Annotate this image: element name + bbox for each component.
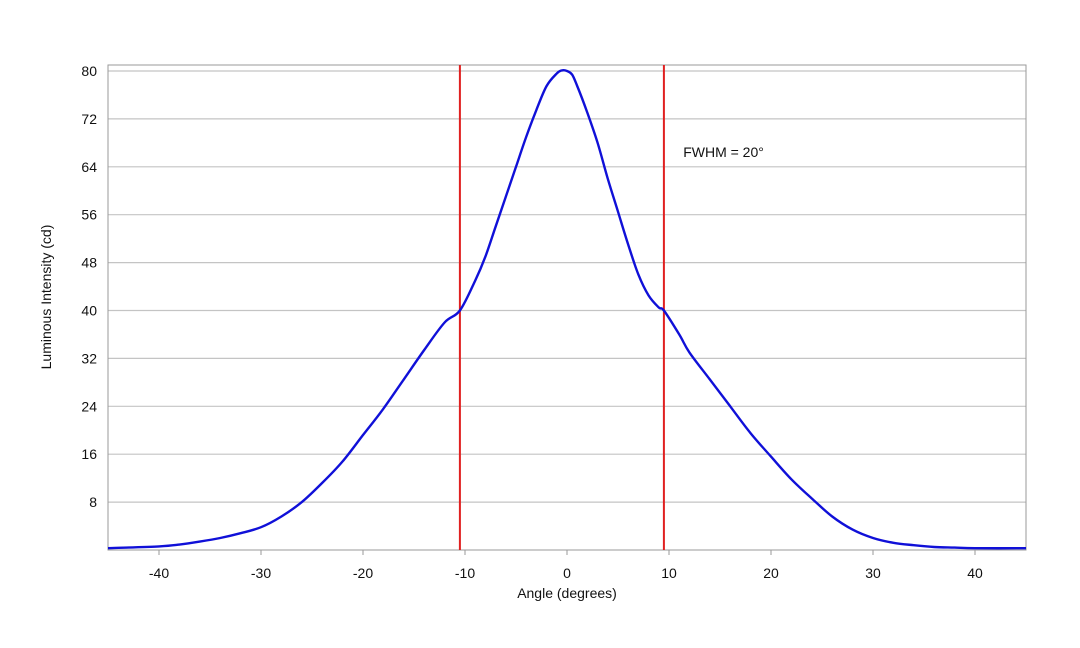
y-tick-label: 32 bbox=[81, 350, 97, 366]
series-line bbox=[107, 69, 1027, 550]
y-tick-label: 48 bbox=[81, 255, 97, 271]
fwhm-annotation: FWHM = 20° bbox=[683, 144, 764, 160]
series-group bbox=[107, 69, 1027, 550]
annotations: FWHM = 20° bbox=[683, 144, 764, 160]
x-tick-labels: -40 -30 -20 -10 0 10 20 30 40 bbox=[149, 565, 983, 581]
y-axis-label: Luminous Intensity (cd) bbox=[38, 225, 54, 370]
y-tick-label: 64 bbox=[81, 159, 97, 175]
x-tick-label: -40 bbox=[149, 565, 169, 581]
plot-area-frame bbox=[107, 64, 1027, 551]
x-tick-label: -30 bbox=[251, 565, 271, 581]
x-tick-label: -20 bbox=[353, 565, 373, 581]
x-axis-label: Angle (degrees) bbox=[517, 585, 617, 601]
x-tick-label: -10 bbox=[455, 565, 475, 581]
x-tick-label: 0 bbox=[563, 565, 571, 581]
x-tick-label: 10 bbox=[661, 565, 677, 581]
grid-lines bbox=[108, 70, 1026, 555]
x-tick-label: 20 bbox=[763, 565, 779, 581]
y-tick-label: 8 bbox=[89, 494, 97, 510]
y-tick-label: 40 bbox=[81, 302, 97, 318]
y-tick-label: 16 bbox=[81, 446, 97, 462]
y-tick-labels: 8 16 24 32 40 48 56 64 72 80 bbox=[81, 63, 97, 510]
fwhm-markers bbox=[458, 65, 665, 550]
y-tick-label: 72 bbox=[81, 111, 97, 127]
y-tick-label: 80 bbox=[81, 63, 97, 79]
y-tick-label: 56 bbox=[81, 207, 97, 223]
x-tick-label: 40 bbox=[967, 565, 983, 581]
x-tick-label: 30 bbox=[865, 565, 881, 581]
y-tick-label: 24 bbox=[81, 398, 97, 414]
